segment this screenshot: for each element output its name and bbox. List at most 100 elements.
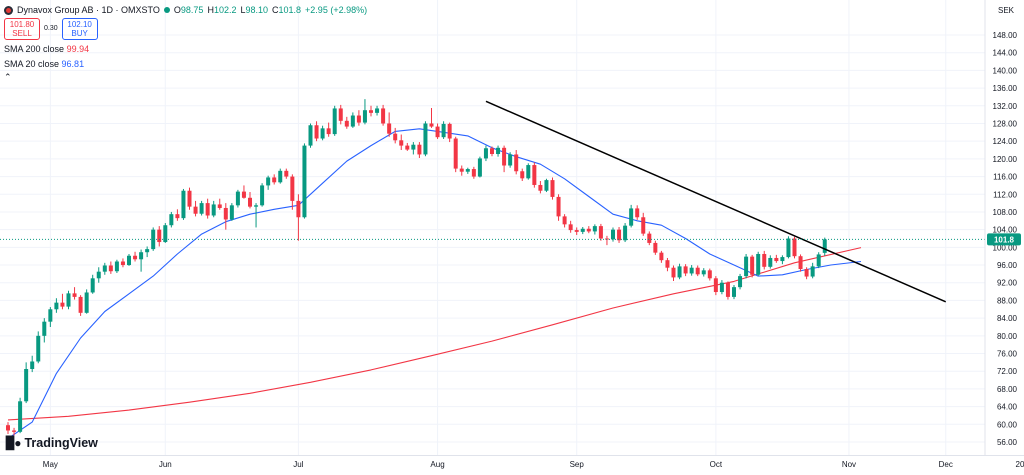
currency-label[interactable]: SEK — [998, 6, 1015, 15]
candle — [284, 168, 289, 179]
candle-body — [175, 214, 180, 219]
candle — [586, 226, 591, 234]
candle-body — [235, 191, 240, 206]
candle — [647, 231, 652, 246]
trade-row: 101.80 SELL 0.30 102.10 BUY — [4, 18, 367, 40]
candle-body — [326, 128, 331, 135]
price-tick-label: 108.00 — [993, 208, 1018, 217]
last-price-label: 101.8 — [994, 235, 1015, 244]
chart-legend: Dynavox Group AB · 1D · OMXSTO O98.75 H1… — [4, 4, 367, 83]
price-tick-label: 144.00 — [993, 49, 1018, 58]
candle — [399, 134, 404, 151]
candle-body — [532, 165, 537, 185]
candle-body — [133, 255, 138, 260]
candle-body — [483, 148, 488, 159]
price-tick-label: 120.00 — [993, 155, 1018, 164]
candle — [308, 123, 313, 148]
price-tick-label: 68.00 — [997, 385, 1018, 394]
price-tick-label: 104.00 — [993, 226, 1018, 235]
candle — [804, 267, 809, 280]
candle — [423, 121, 428, 157]
candle — [356, 110, 361, 126]
sma200-value: 99.94 — [66, 44, 90, 54]
tradingview-logo[interactable]: ▉● TradingView — [6, 436, 98, 450]
candle-body — [562, 216, 567, 225]
candle-body — [683, 266, 688, 274]
sma200-legend[interactable]: SMA 200 close 99.94 — [4, 43, 367, 55]
candle — [732, 284, 736, 300]
candle — [193, 200, 198, 217]
candles-layer — [6, 99, 827, 436]
candle-body — [24, 369, 29, 402]
candle-body — [266, 177, 271, 186]
candle — [139, 249, 144, 272]
ohlc-open: O98.75 — [173, 5, 204, 15]
candle — [538, 180, 543, 194]
candle-body — [719, 282, 724, 293]
price-tick-label: 132.00 — [993, 102, 1018, 111]
candle-body — [647, 233, 652, 243]
candle-body — [707, 270, 712, 279]
candle — [520, 168, 525, 181]
candle-body — [338, 108, 343, 121]
candle-body — [490, 148, 494, 155]
candle — [187, 187, 192, 210]
candle-body — [774, 257, 779, 262]
candle-body — [350, 115, 355, 127]
candle-body — [96, 271, 101, 279]
candle-body — [725, 282, 730, 297]
sma20-label: SMA 20 close — [4, 59, 60, 69]
sell-button[interactable]: 101.80 SELL — [4, 18, 40, 40]
symbol-title[interactable]: Dynavox Group AB · 1D · OMXSTO — [17, 5, 160, 15]
time-tick-label: Sep — [570, 460, 585, 469]
candle-body — [768, 257, 773, 267]
candle-body — [272, 177, 277, 183]
price-tick-label: 88.00 — [997, 296, 1018, 305]
candle — [744, 253, 749, 279]
candle — [641, 212, 646, 236]
candle-body — [635, 208, 640, 218]
sma20-legend[interactable]: SMA 20 close 96.81 — [4, 58, 367, 70]
buy-price: 102.10 — [67, 20, 92, 29]
candle — [471, 166, 476, 179]
candle — [526, 163, 531, 180]
candle-body — [90, 278, 95, 293]
price-tick-label: 116.00 — [993, 173, 1017, 182]
buy-button[interactable]: 102.10 BUY — [61, 18, 98, 40]
price-tick-label: 140.00 — [993, 66, 1018, 75]
candle — [266, 175, 271, 190]
candle-body — [477, 158, 482, 177]
symbol-logo-icon — [4, 5, 13, 15]
ohlc-high: H102.2 — [207, 5, 237, 15]
candle — [72, 287, 77, 300]
candle — [707, 268, 712, 281]
candle-body — [145, 249, 150, 253]
candle — [375, 105, 380, 116]
chevron-up-icon[interactable]: ⌃ — [4, 72, 12, 82]
candle-body — [308, 125, 313, 146]
candle-body — [550, 180, 555, 197]
candle — [145, 246, 150, 258]
candle — [556, 194, 561, 221]
candle — [544, 178, 549, 193]
candle-body — [205, 203, 210, 216]
price-tick-label: 100.00 — [993, 243, 1018, 252]
candle — [6, 422, 10, 435]
trendline-layer — [485, 100, 947, 303]
candle — [792, 236, 797, 259]
candle-body — [750, 256, 755, 275]
candle-body — [732, 287, 736, 297]
candle-body — [617, 229, 622, 241]
candle — [108, 261, 113, 274]
candle-body — [695, 267, 700, 275]
candle-body — [526, 165, 531, 179]
time-tick-label: Jun — [159, 460, 172, 469]
candle — [496, 145, 501, 157]
spread-value: 0.30 — [44, 25, 58, 32]
candle — [344, 116, 349, 129]
price-tick-label: 56.00 — [997, 438, 1018, 447]
candle-body — [254, 205, 259, 207]
candle-body — [181, 190, 186, 219]
candle-body — [744, 256, 749, 277]
